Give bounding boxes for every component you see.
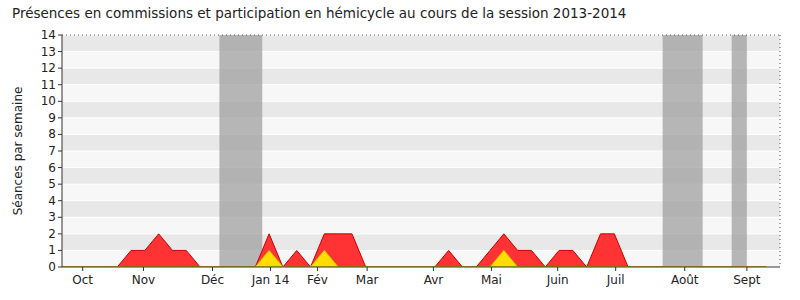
x-tick-label: Nov <box>132 273 155 287</box>
y-tick <box>58 267 62 268</box>
right-border <box>780 35 781 267</box>
x-tick <box>367 267 368 271</box>
y-tick <box>58 167 62 168</box>
series-area <box>62 234 766 267</box>
y-tick <box>58 117 62 118</box>
y-tick-label: 8 <box>48 127 56 141</box>
y-tick-label: 7 <box>48 144 56 158</box>
y-tick-label: 9 <box>48 111 56 125</box>
recess-band <box>732 35 747 267</box>
x-tick <box>491 267 492 271</box>
x-tick-label: Mai <box>481 273 502 287</box>
x-tick-label: Avr <box>424 273 444 287</box>
y-tick-label: 3 <box>48 210 56 224</box>
chart: 01234567891011121314OctNovDécJan 14FévMa… <box>0 0 800 300</box>
x-tick <box>746 267 747 271</box>
y-tick-label: 11 <box>41 78 56 92</box>
recess-band <box>663 35 703 267</box>
y-tick <box>58 84 62 85</box>
plot-background <box>62 35 780 267</box>
y-tick-label: 4 <box>48 194 56 208</box>
y-tick <box>58 151 62 152</box>
y-tick-label: 10 <box>41 94 56 108</box>
x-tick-label: Août <box>671 273 699 287</box>
x-tick <box>433 267 434 271</box>
y-axis-label: Séances par semaine <box>11 87 25 216</box>
x-tick <box>317 267 318 271</box>
y-tick <box>58 68 62 69</box>
grid-line <box>62 267 780 268</box>
x-tick <box>684 267 685 271</box>
y-tick <box>58 51 62 52</box>
y-tick <box>58 250 62 251</box>
x-tick <box>212 267 213 271</box>
x-tick-label: Déc <box>201 273 224 287</box>
x-tick <box>82 267 83 271</box>
x-tick <box>615 267 616 271</box>
x-tick-label: Mar <box>356 273 379 287</box>
x-tick <box>143 267 144 271</box>
y-tick-label: 12 <box>41 61 56 75</box>
x-tick <box>270 267 271 271</box>
x-tick-label: Jan 14 <box>251 273 290 287</box>
y-tick <box>58 101 62 102</box>
y-tick <box>58 134 62 135</box>
x-tick-label: Juin <box>546 273 569 287</box>
x-tick <box>557 267 558 271</box>
series-area <box>62 250 766 267</box>
x-tick-label: Oct <box>72 273 93 287</box>
y-tick-label: 0 <box>48 260 56 274</box>
x-axis <box>62 267 780 268</box>
y-tick-label: 2 <box>48 227 56 241</box>
areas <box>62 234 766 267</box>
y-tick-label: 13 <box>41 45 56 59</box>
recess-band <box>219 35 262 267</box>
x-tick-label: Fév <box>307 273 328 287</box>
y-tick <box>58 200 62 201</box>
y-tick-label: 14 <box>41 28 56 42</box>
y-tick-label: 6 <box>48 161 56 175</box>
x-tick-label: Juil <box>606 273 625 287</box>
title: Présences en commissions et participatio… <box>12 5 626 21</box>
top-border <box>62 35 780 36</box>
y-tick <box>58 35 62 36</box>
y-tick <box>58 184 62 185</box>
x-tick-label: Sept <box>733 273 761 287</box>
y-tick <box>58 233 62 234</box>
y-tick-label: 5 <box>48 177 56 191</box>
y-tick <box>58 217 62 218</box>
y-tick-label: 1 <box>48 243 56 257</box>
